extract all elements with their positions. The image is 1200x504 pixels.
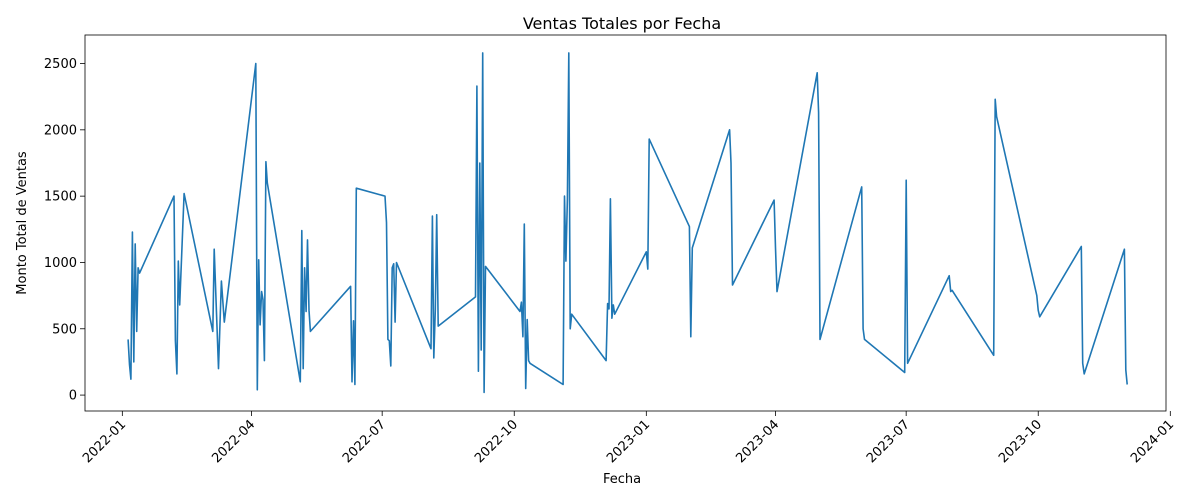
x-axis-label: Fecha [603,472,641,487]
x-tick-label: 2023-04 [733,417,782,466]
plot-area [127,52,1128,394]
x-tick-label: 2022-04 [209,417,258,466]
chart-title: Ventas Totales por Fecha [523,14,721,33]
y-axis: 0 500 1000 1500 2000 2500 [44,57,85,404]
x-tick-label: 2022-07 [340,417,389,466]
x-tick-label: 2023-07 [864,417,913,466]
y-tick-label: 0 [69,389,77,404]
y-tick-label: 2000 [44,123,77,138]
x-axis: 2022-01 2022-04 2022-07 2022-10 2023-01 2023-… [80,411,1177,466]
x-tick-label: 2024-01 [1128,417,1177,466]
y-tick-label: 2500 [44,57,77,72]
series-line-0 [127,52,1128,394]
plot-frame [84,34,1167,412]
x-tick-label: 2023-10 [996,417,1045,466]
y-tick-label: 500 [52,322,77,337]
y-axis-label: Monto Total de Ventas [15,151,30,295]
x-tick-label: 2022-01 [80,417,129,466]
y-tick-label: 1000 [44,256,77,271]
y-tick-label: 1500 [44,190,77,205]
x-tick-label: 2022-10 [472,417,521,466]
x-tick-label: 2023-01 [604,417,653,466]
